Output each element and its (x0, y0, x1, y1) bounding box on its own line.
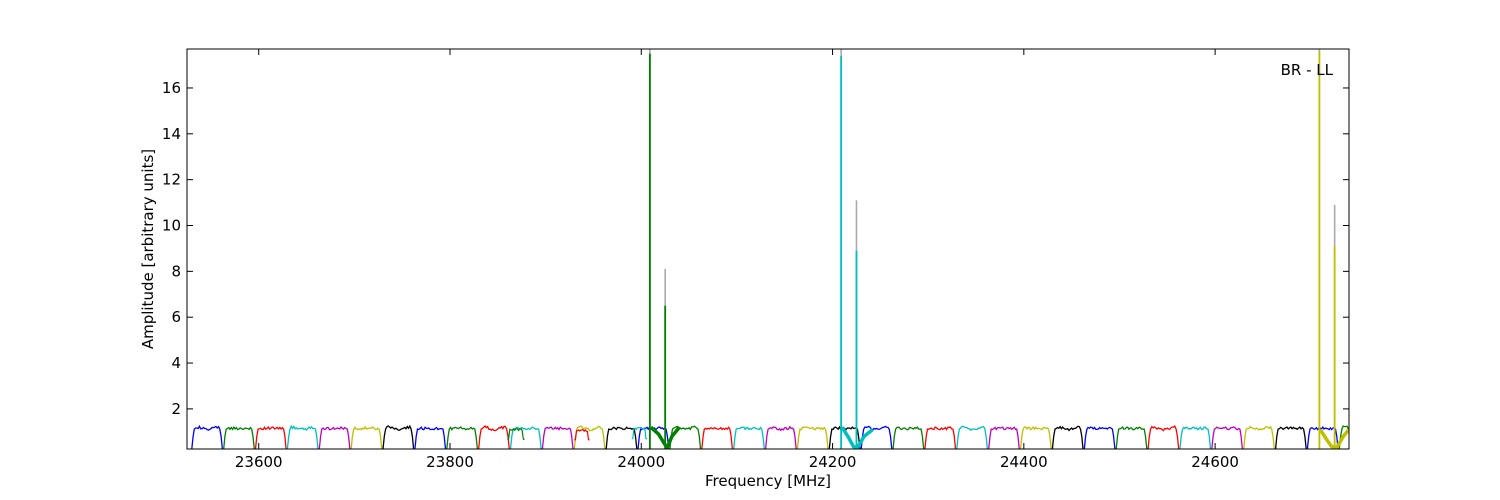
x-axis-label: Frequency [MHz] (705, 472, 831, 490)
y-tick-label-6: 6 (171, 308, 181, 326)
x-tick-label-23800: 23800 (426, 453, 474, 471)
channel-13-line (573, 425, 606, 449)
x-tick-label-24200: 24200 (809, 453, 857, 471)
x-tick-label-24600: 24600 (1191, 453, 1239, 471)
y-axis-label: Amplitude [arbitrary units] (139, 149, 157, 349)
channel-31-line (1147, 425, 1180, 449)
channel-1-line (191, 424, 224, 449)
channel-20-line (796, 426, 829, 449)
channel-30-line (1115, 425, 1148, 449)
channel-35-line (1274, 426, 1307, 449)
overlap-channel-3-line (631, 426, 647, 440)
channel-3-line (254, 425, 287, 449)
channel-36-line (1306, 425, 1339, 449)
channel-5-line (318, 425, 351, 449)
channel-23-line (892, 426, 925, 449)
highlight-segment-2 (840, 426, 874, 449)
overlap-channel-2-line (574, 428, 590, 441)
channel-27-line (1019, 426, 1052, 449)
y-tick-label-4: 4 (171, 354, 181, 372)
y-tick-label-2: 2 (171, 400, 181, 418)
channel-37-line (1338, 425, 1349, 449)
channel-7-line (382, 424, 415, 449)
axis-ticks: 23600 23800 24000 24200 24400 24600 2 4 6 8 10 12 14… (162, 49, 1349, 471)
channel-18-line (733, 426, 765, 449)
channel-26-line (988, 426, 1020, 449)
axes-frame (186, 48, 1350, 450)
channel-29-line (1083, 426, 1116, 449)
channel-34-line (1243, 425, 1275, 449)
y-tick-label-8: 8 (171, 262, 181, 280)
channel-19-line (764, 425, 797, 449)
channel-12-line (541, 426, 574, 449)
channel-24-line (924, 426, 957, 449)
annotation-label: BR - LL (1281, 61, 1334, 79)
channel-4-line (286, 424, 319, 449)
y-tick-label-10: 10 (162, 217, 181, 235)
series-group (191, 49, 1349, 449)
channel-14-line (605, 426, 638, 449)
channel-9-line (446, 426, 479, 449)
channel-2-line (223, 425, 255, 449)
channel-16-line (669, 425, 702, 449)
channel-11-line (509, 426, 542, 449)
x-tick-label-23600: 23600 (235, 453, 283, 471)
channel-8-line (414, 426, 447, 449)
channel-32-line (1179, 426, 1212, 449)
channel-33-line (1211, 426, 1244, 449)
y-tick-label-14: 14 (162, 125, 181, 143)
overlap-channel-1-line (507, 427, 525, 440)
x-tick-label-24400: 24400 (1000, 453, 1048, 471)
channel-28-line (1051, 425, 1084, 449)
channel-6-line (350, 425, 383, 449)
x-tick-label-24000: 24000 (617, 453, 665, 471)
channel-17-line (701, 426, 734, 449)
y-tick-label-12: 12 (162, 171, 181, 189)
channel-10-line (478, 425, 510, 449)
plot-content (191, 49, 1349, 449)
channel-25-line (956, 425, 989, 449)
y-tick-label-16: 16 (162, 79, 181, 97)
channel-22-line (860, 425, 893, 449)
